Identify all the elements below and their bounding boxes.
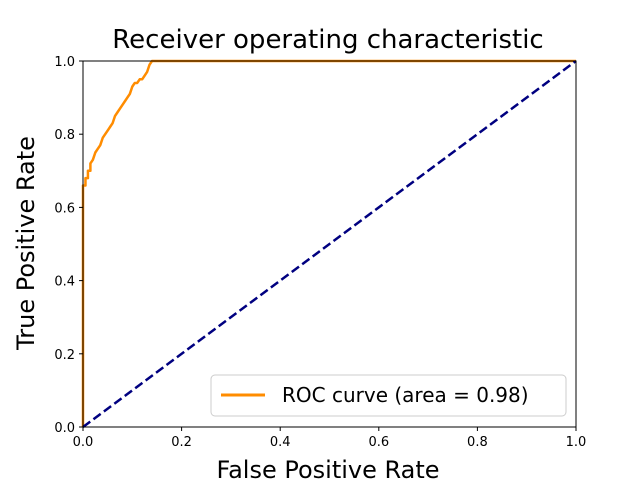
legend: ROC curve (area = 0.98) (210, 374, 567, 417)
y-tick-label: 0.4 (54, 275, 75, 290)
x-tick-label: 0.2 (171, 435, 192, 450)
x-tick-label: 0.0 (73, 435, 94, 450)
series-line-roc (81, 59, 576, 427)
series-layer (81, 59, 577, 429)
y-tick-label: 0.8 (54, 128, 75, 143)
legend-label-roc: ROC curve (area = 0.98) (282, 383, 529, 407)
plot-frame (82, 60, 577, 428)
series-line-chance-diagonal (82, 59, 577, 429)
x-tick-label: 0.8 (467, 435, 488, 450)
y-tick-label: 1.0 (54, 55, 75, 70)
chart-title: Receiver operating characteristic (112, 25, 543, 55)
legend-box (210, 374, 567, 417)
x-tick-label: 0.4 (270, 435, 291, 450)
x-axis-label: False Positive Rate (216, 456, 439, 480)
y-tick-label: 0.2 (54, 348, 75, 363)
x-tick-label: 0.6 (368, 435, 389, 450)
y-tick-label: 0.6 (54, 201, 75, 216)
y-axis-label: True Positive Rate (12, 136, 40, 351)
y-tick-label: 0.0 (54, 421, 75, 436)
ticks-layer: 0.0 0.2 0.4 0.6 0.8 1.0 0.0 0.2 0.4 0.6 0.8 1.0 (54, 55, 586, 450)
x-tick-label: 1.0 (566, 435, 587, 450)
